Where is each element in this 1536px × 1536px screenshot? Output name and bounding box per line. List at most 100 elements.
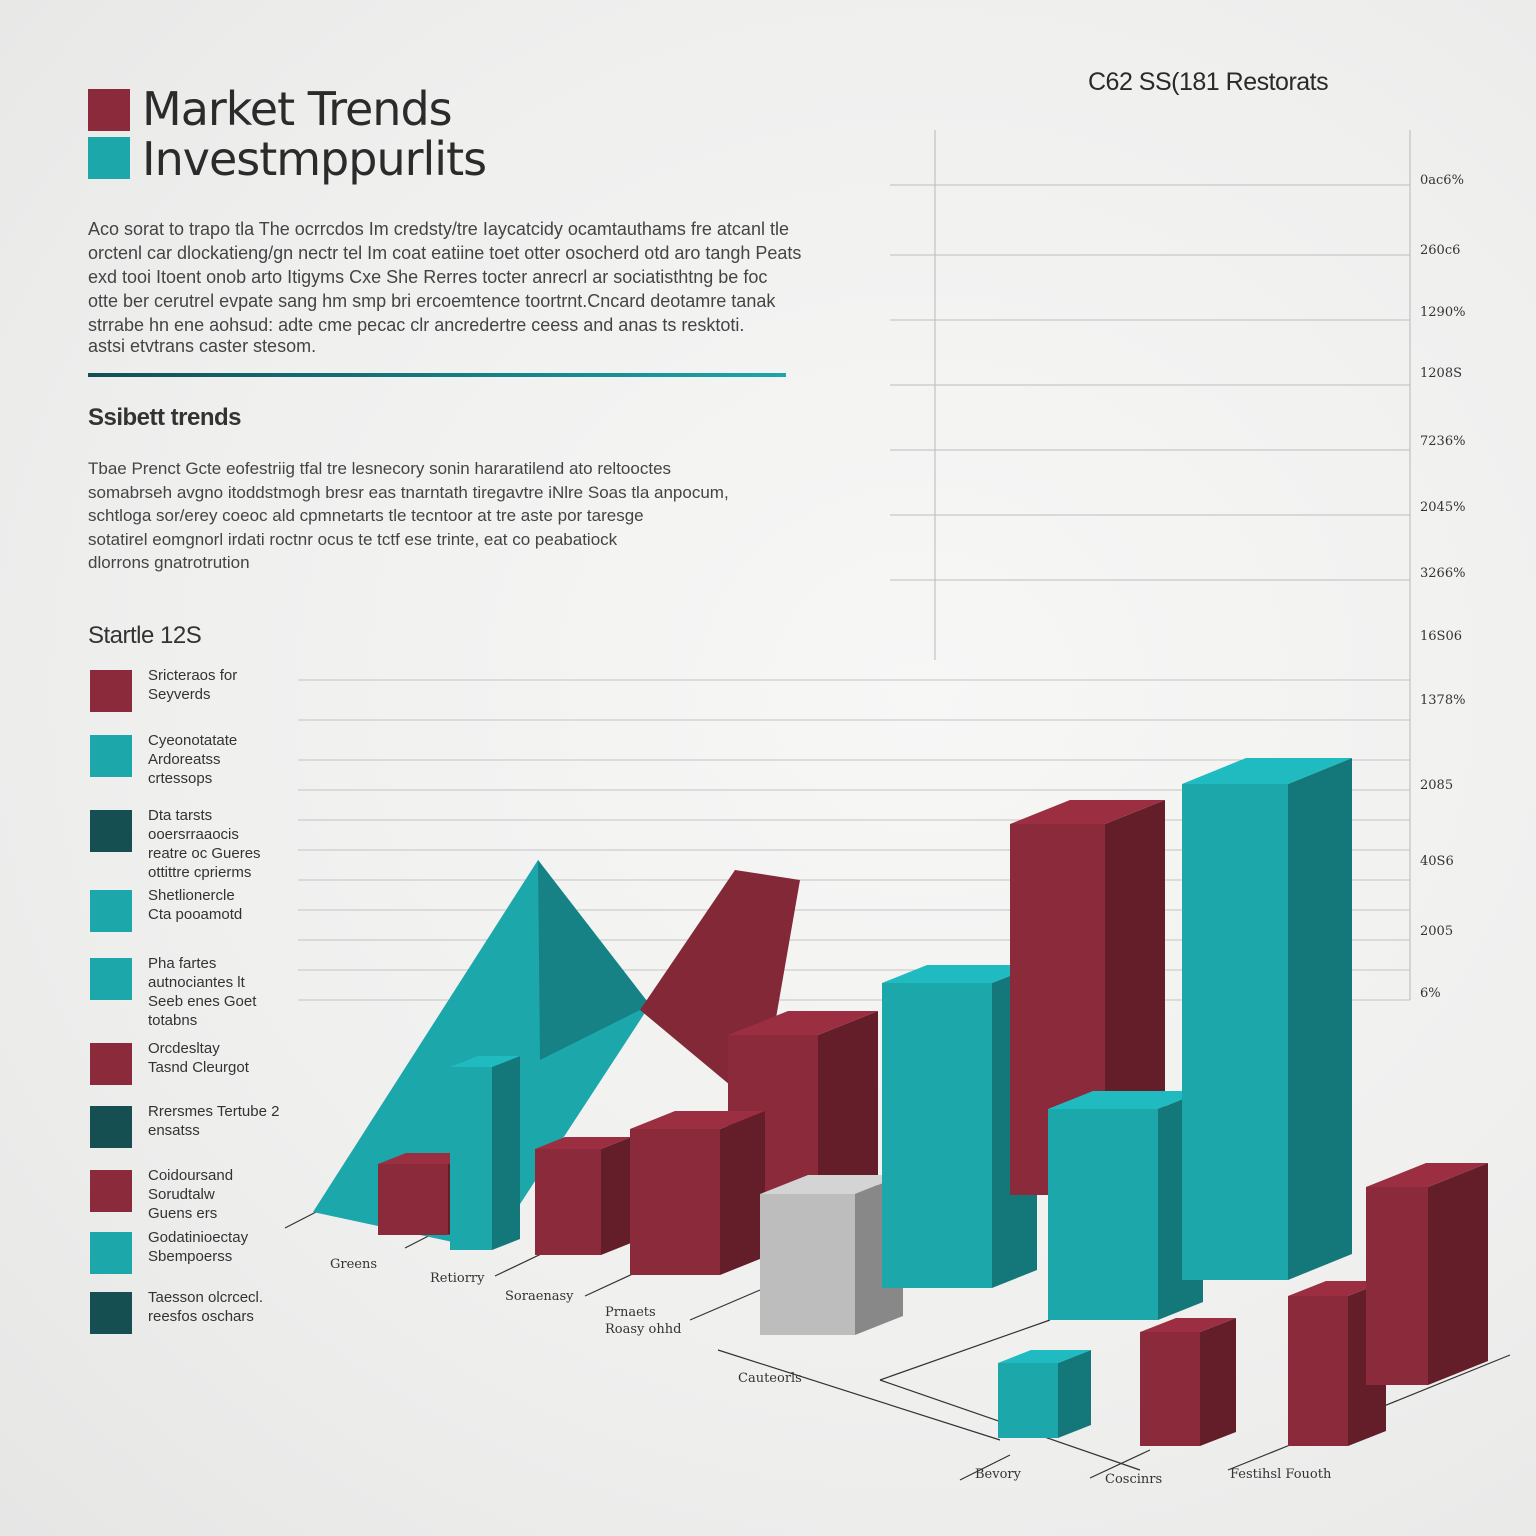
x-category-label: Bevory [975,1467,1022,1482]
legend-label: Sricteraos for Seyverds [148,667,238,703]
x-category-label: Prnaets Roasy ohhd [605,1305,681,1337]
chart-title: C62 SS(181 Restorats [1088,68,1329,96]
subsection-line: dlorrons gnatrotrution [88,553,250,572]
divider-rule [88,373,786,377]
legend-swatch [90,1106,132,1148]
legend-label: Pha fartes autnociantes lt Seeb enes Goe… [148,955,257,1029]
bar-top [1366,1163,1488,1187]
legend-label: Taesson olcrcecl. reesfos oschars [148,1289,264,1325]
bar-top [1140,1318,1236,1332]
legend-label: Shetlionercle Cta pooamotd [148,887,243,923]
legend-swatch [90,1292,132,1334]
bar [1140,1332,1200,1446]
subsection-title: Ssibett trends [88,404,242,431]
subsection-line: somabrseh avgno itoddstmogh bresr eas tn… [88,483,729,502]
legend-title: Startle 12S [88,622,202,649]
bar [450,1067,492,1250]
intro-line: orctenl car dlockatieng/gn nectr tel Im … [88,243,802,263]
legend-swatch [90,1170,132,1212]
legend-swatch [90,1043,132,1085]
y-tick-label: 7236% [1420,434,1466,449]
y-tick-label: 2085 [1420,778,1454,793]
y-tick-label: 2045% [1420,500,1466,515]
y-tick-label: 40S6 [1420,854,1454,869]
legend-label: Coidoursand Sorudtalw Guens ers [148,1167,234,1222]
legend-swatch [90,958,132,1000]
floor-axis-line [689,1289,761,1321]
bar [535,1149,601,1255]
page-title-line1: Market Trends [142,82,453,136]
x-category-label: Cauteorls [738,1371,802,1386]
legend-swatch [90,670,132,712]
legend-swatch [90,1232,132,1274]
subsection-line: sotatirel eomgnorl irdati roctnr ocus te… [88,530,618,549]
floor-axis-line [1089,1449,1151,1479]
floor-axis-line [1227,1444,1291,1471]
x-category-label: Coscinrs [1105,1472,1162,1487]
y-tick-label: 0ac6% [1420,173,1464,188]
y-tick-label: 1378% [1420,693,1466,708]
legend-label: Dta tarsts ooersrraaocis reatre oc Guere… [148,807,261,881]
subsection-line: schtloga sor/erey coeoc ald cpmnetarts t… [88,506,644,525]
bar-top [998,1350,1091,1363]
x-category-label: Retiorry [430,1271,485,1286]
bar-top [450,1056,520,1067]
intro-line: Aco sorat to trapo tla The ocrrcdos Im c… [88,219,789,239]
x-category-label: Greens [330,1257,377,1272]
bar-side [1200,1318,1236,1446]
bar-top [728,1011,878,1035]
bar [1048,1109,1158,1320]
y-tick-label: 1208S [1420,366,1462,381]
bar-top [1182,758,1352,784]
bar [1288,1296,1348,1446]
legend-label: Godatinioectay Sbempoerss [148,1229,249,1265]
legend-label: Orcdesltay Tasnd Cleurgot [148,1040,249,1076]
y-tick-label: 16S06 [1420,629,1462,644]
bar [1366,1187,1428,1385]
intro-line: astsi etvtrans caster stesom. [88,336,317,356]
bar-side [601,1137,631,1255]
y-tick-label: 2005 [1420,924,1454,939]
page-title-line2: Investmppurlits [142,132,487,186]
title-accent-maroon [88,89,130,131]
y-tick-label: 3266% [1420,566,1466,581]
peak-teal-side [538,860,650,1060]
bar [998,1363,1058,1438]
legend-swatch [90,810,132,852]
y-tick-label: 260c6 [1420,243,1461,258]
bar-side [720,1111,765,1275]
floor-axis-line [959,1454,1011,1481]
bar-top [1048,1091,1203,1109]
legend-label: Cyeonotatate Ardoreatss crtessops [148,732,238,787]
intro-line: strrabe hn ene aohsud: adte cme pecac cl… [88,315,745,335]
intro-line: otte ber cerutrel evpate sang hm smp bri… [88,291,776,311]
x-category-label: Festihsl Fouoth [1230,1467,1332,1482]
bar-top [1010,800,1165,824]
bar [1182,784,1288,1280]
bar-side [1288,758,1352,1280]
bar-side [1428,1163,1488,1385]
bar-top [1288,1281,1386,1296]
floor-axis-line [284,1209,321,1229]
x-category-label: Soraenasy [505,1289,574,1304]
bar-side [492,1056,520,1250]
bar-top [882,965,1037,983]
bar [630,1129,720,1275]
bar-top [535,1137,631,1149]
title-accent-teal [88,137,130,179]
legend-label: Rrersmes Tertube 2 ensatss [148,1103,280,1139]
legend-swatch [90,890,132,932]
bar [378,1164,448,1235]
bar-top [630,1111,765,1129]
y-tick-label: 1290% [1420,305,1466,320]
y-tick-label: 6% [1420,986,1441,1001]
bar [882,983,992,1288]
bar [760,1194,855,1335]
floor-axis-line [717,1349,1001,1441]
bar-top [760,1175,903,1194]
intro-line: exd tooi Itoent onob arto Itigyms Cxe Sh… [88,267,768,287]
subsection-line: Tbae Prenct Gcte eofestriig tfal tre les… [88,459,672,478]
legend-swatch [90,735,132,777]
floor-axis-line [879,1319,1051,1381]
